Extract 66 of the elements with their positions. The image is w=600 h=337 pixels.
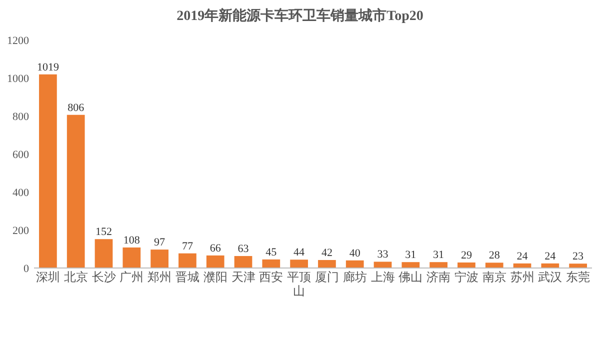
bar bbox=[262, 259, 280, 268]
bar bbox=[178, 253, 196, 268]
bar bbox=[430, 262, 448, 268]
x-tick-label: 濮阳 bbox=[203, 270, 228, 284]
x-tick-label: 廊坊 bbox=[342, 270, 367, 284]
data-label: 44 bbox=[294, 246, 306, 259]
y-tick-label: 200 bbox=[12, 225, 30, 237]
bar bbox=[458, 262, 476, 268]
x-tick-label: 平顶山 bbox=[287, 270, 312, 298]
bar bbox=[39, 74, 57, 268]
y-tick-label: 1200 bbox=[7, 35, 30, 47]
x-tick-label: 佛山 bbox=[398, 270, 423, 284]
data-label: 108 bbox=[123, 234, 140, 246]
data-label: 63 bbox=[238, 243, 250, 256]
data-label: 66 bbox=[210, 242, 222, 254]
data-label: 1019 bbox=[36, 61, 60, 74]
bar bbox=[206, 255, 224, 268]
data-label: 77 bbox=[182, 240, 194, 252]
data-label: 24 bbox=[516, 250, 528, 262]
y-tick-label: 400 bbox=[12, 187, 30, 199]
x-tick-label: 武汉 bbox=[538, 270, 562, 284]
x-tick-label: 厦门 bbox=[314, 270, 339, 284]
data-label: 28 bbox=[488, 250, 500, 262]
data-label: 33 bbox=[377, 248, 389, 261]
x-tick-label: 东莞 bbox=[566, 270, 590, 284]
data-label: 45 bbox=[266, 246, 278, 258]
bar bbox=[122, 247, 141, 268]
bar bbox=[374, 262, 392, 268]
x-tick-label: 长沙 bbox=[92, 270, 116, 284]
chart-title: 2019年新能源卡车环卫车销量城市Top20 bbox=[176, 7, 424, 24]
x-tick-label: 郑州 bbox=[148, 270, 172, 284]
x-tick-label: 天津 bbox=[231, 270, 256, 284]
x-tick-label: 济南 bbox=[426, 270, 451, 284]
x-tick-label: 上海 bbox=[370, 270, 395, 284]
y-tick-label: 800 bbox=[12, 111, 30, 123]
data-label: 23 bbox=[572, 250, 584, 263]
x-tick-label: 晋城 bbox=[175, 270, 200, 284]
data-label: 31 bbox=[405, 249, 416, 262]
y-tick-label: 600 bbox=[12, 149, 30, 161]
data-label: 40 bbox=[349, 247, 361, 260]
bar bbox=[150, 250, 168, 268]
data-label: 31 bbox=[433, 249, 444, 262]
x-tick-label: 北京 bbox=[64, 270, 88, 284]
bar bbox=[234, 256, 252, 268]
data-label: 806 bbox=[68, 102, 85, 114]
bar bbox=[346, 260, 364, 268]
y-tick-label: 0 bbox=[24, 263, 30, 275]
bar bbox=[94, 239, 113, 268]
bar bbox=[290, 260, 308, 268]
x-tick-label: 西安 bbox=[259, 270, 284, 284]
bar bbox=[66, 114, 85, 268]
x-tick-label: 深圳 bbox=[36, 270, 60, 284]
data-label: 24 bbox=[544, 250, 556, 262]
data-label: 152 bbox=[96, 226, 112, 238]
bar bbox=[318, 260, 336, 268]
data-label: 97 bbox=[154, 236, 166, 249]
x-tick-label: 宁波 bbox=[454, 270, 478, 284]
data-label: 42 bbox=[321, 247, 332, 260]
x-tick-label: 广州 bbox=[120, 270, 144, 284]
data-label: 29 bbox=[460, 249, 472, 262]
bar bbox=[569, 264, 587, 268]
bar bbox=[402, 262, 420, 268]
x-tick-label: 苏州 bbox=[510, 270, 534, 284]
x-tick-label: 南京 bbox=[482, 270, 506, 284]
bar bbox=[485, 262, 504, 268]
y-tick-label: 1000 bbox=[7, 73, 30, 85]
